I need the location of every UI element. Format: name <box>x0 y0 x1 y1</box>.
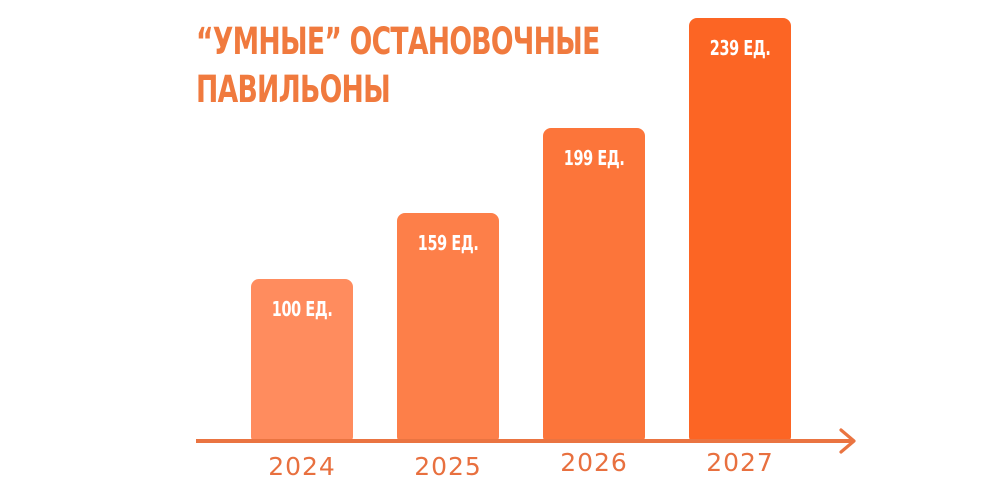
chart-title-line-2: ПАВИЛЬОНЫ <box>196 68 391 111</box>
x-tick-2025: 2025 <box>414 452 482 481</box>
bar-value-label: 100 ЕД. <box>271 297 333 321</box>
bar-2027: 239 ЕД. <box>689 18 791 441</box>
bar-value-label: 239 ЕД. <box>709 36 771 60</box>
x-tick-2024: 2024 <box>268 452 336 481</box>
bar-2025: 159 ЕД. <box>397 213 499 441</box>
x-tick-2026: 2026 <box>560 448 628 477</box>
chart-title-line-1: “УМНЫЕ” ОСТАНОВОЧНЫЕ <box>196 20 600 63</box>
x-tick-2027: 2027 <box>706 448 774 477</box>
bar-value-label: 159 ЕД. <box>417 231 479 255</box>
bar-value-label: 199 ЕД. <box>563 146 625 170</box>
arrow-right-icon <box>839 428 856 454</box>
bar-2024: 100 ЕД. <box>251 279 353 441</box>
chart-title: “УМНЫЕ” ОСТАНОВОЧНЫЕ ПАВИЛЬОНЫ <box>196 18 600 114</box>
bar-2026: 199 ЕД. <box>543 128 645 441</box>
x-axis-line <box>196 439 852 443</box>
